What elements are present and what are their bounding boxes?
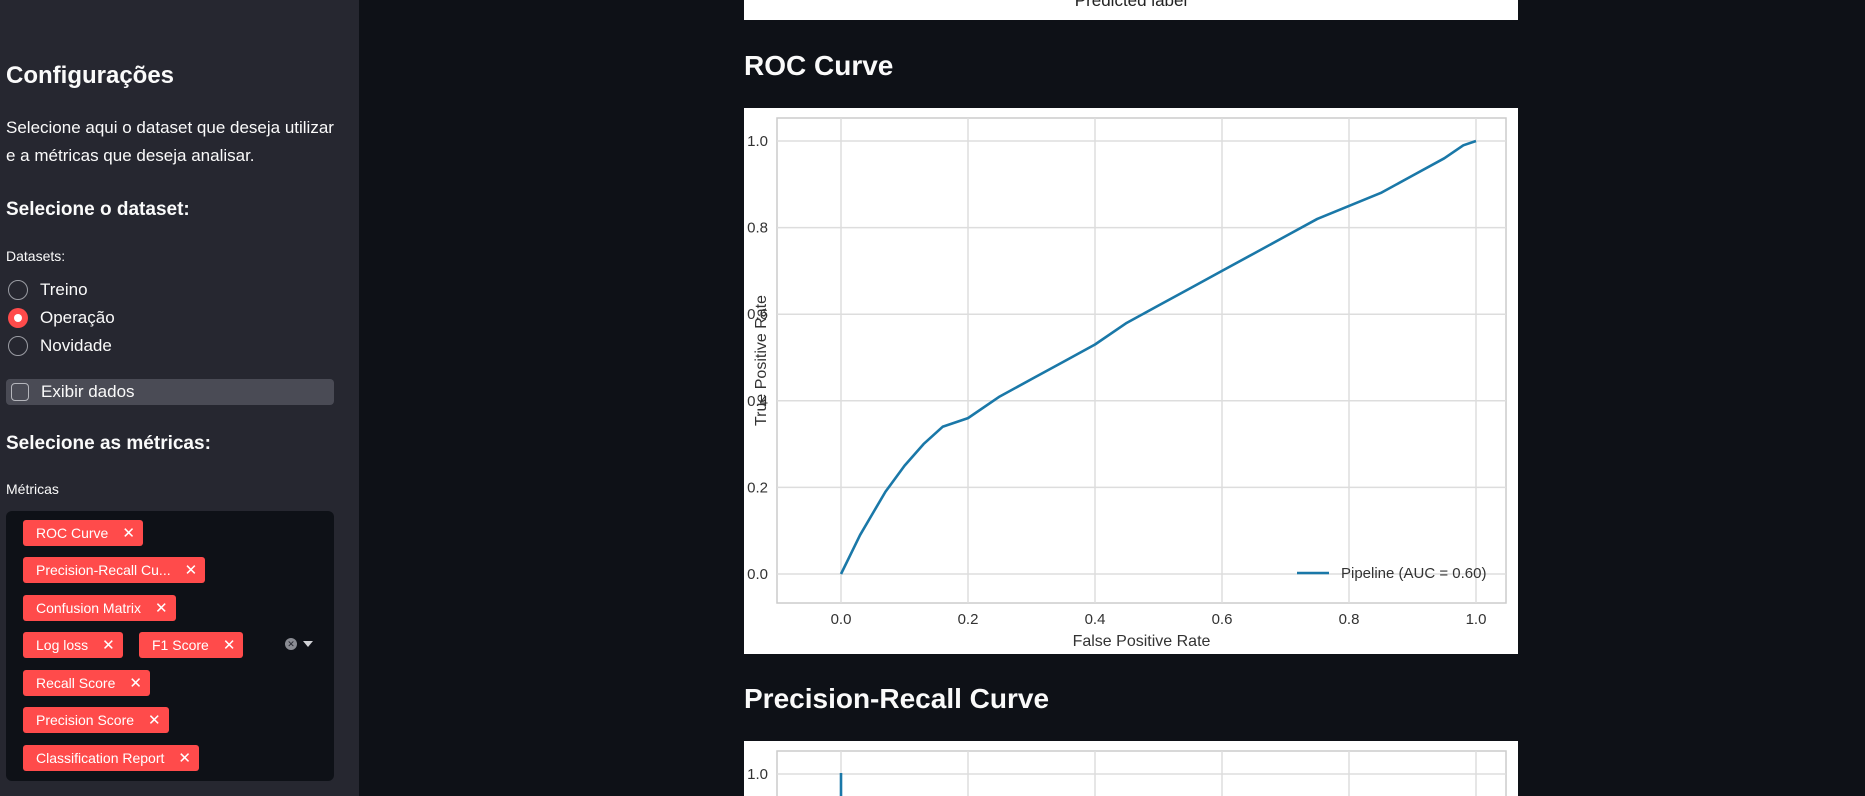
metric-tag-label: Precision-Recall Cu... — [36, 562, 171, 578]
roc-chart-card: 0.0 0.2 0.4 0.6 0.8 1.0 0.0 0.2 0.4 0.6 0.8 1.0 Fals… — [744, 108, 1518, 654]
remove-tag-icon[interactable]: ✕ — [122, 525, 135, 542]
sidebar-description: Selecione aqui o dataset que deseja util… — [6, 118, 334, 165]
datasets-label: Datasets: — [6, 248, 66, 264]
metric-tag-label: Recall Score — [36, 675, 116, 691]
radio-button-icon — [8, 336, 28, 356]
y-tick-label: 0.8 — [747, 220, 768, 237]
metric-tag[interactable]: Log loss ✕ — [23, 632, 123, 658]
y-tick-label: 0.6 — [747, 306, 768, 323]
x-tick-label: 1.0 — [1466, 611, 1487, 628]
dataset-heading: Selecione o dataset: — [6, 199, 190, 220]
radio-treino[interactable]: Treino — [8, 278, 88, 302]
checkbox-icon — [11, 383, 29, 401]
metric-tag-label: Log loss — [36, 637, 89, 653]
x-tick-label: 0.6 — [1212, 611, 1233, 628]
radio-button-checked-icon — [8, 308, 28, 328]
roc-chart: 0.0 0.2 0.4 0.6 0.8 1.0 0.0 0.2 0.4 0.6 0.8 1.0 Fals… — [747, 117, 1507, 650]
sidebar-title: Configurações — [6, 62, 175, 89]
radio-button-icon — [8, 280, 28, 300]
roc-series-line — [839, 139, 1477, 575]
pr-section-title: Precision-Recall Curve — [744, 683, 1050, 714]
metric-tag-label: Confusion Matrix — [36, 600, 142, 616]
show-data-checkbox[interactable]: Exibir dados — [6, 379, 334, 405]
x-tick-label: 0.8 — [1339, 611, 1360, 628]
remove-tag-icon[interactable]: ✕ — [129, 675, 142, 692]
metric-tag[interactable]: Classification Report ✕ — [23, 745, 199, 771]
metric-tag[interactable]: Precision Score ✕ — [23, 707, 169, 733]
radio-novidade[interactable]: Novidade — [8, 334, 112, 358]
y-axis-label: True Positive Rate — [753, 295, 770, 426]
pr-chart: 1.0 — [747, 750, 1507, 796]
x-axis-label: False Positive Rate — [1073, 633, 1211, 650]
y-tick-label: 1.0 — [747, 133, 768, 150]
multiselect-controls: ✕ — [285, 638, 313, 650]
clear-all-icon[interactable]: ✕ — [285, 638, 297, 650]
y-tick-label: 0.4 — [747, 393, 768, 410]
metric-tag-label: ROC Curve — [36, 525, 109, 541]
metrics-multiselect[interactable]: ROC Curve ✕ Precision-Recall Cu... ✕ Confu… — [6, 511, 334, 781]
y-tick-label: 1.0 — [747, 766, 768, 783]
metrics-label: Métricas — [6, 481, 59, 497]
radio-label: Novidade — [40, 336, 112, 355]
chevron-down-icon[interactable] — [303, 641, 313, 647]
radio-operacao[interactable]: Operação — [8, 306, 115, 330]
metric-tag[interactable]: ROC Curve ✕ — [23, 520, 143, 546]
metric-tag-label: Precision Score — [36, 712, 135, 728]
remove-tag-icon[interactable]: ✕ — [222, 637, 236, 654]
radio-label: Operação — [40, 308, 115, 327]
metric-tag[interactable]: F1 Score ✕ — [139, 632, 244, 658]
remove-tag-icon[interactable]: ✕ — [184, 562, 198, 579]
legend-entry: Pipeline (AUC = 0.60) — [1341, 565, 1487, 582]
radio-label: Treino — [40, 280, 88, 299]
y-tick-label: 0.2 — [747, 479, 768, 496]
metric-tag-label: Classification Report — [36, 750, 165, 766]
y-tick-label: 0.0 — [747, 566, 768, 583]
metric-tag[interactable]: Recall Score ✕ — [23, 670, 150, 696]
x-tick-label: 0.2 — [958, 611, 979, 628]
metric-tag[interactable]: Precision-Recall Cu... ✕ — [23, 557, 206, 583]
sidebar: Configurações Selecione aqui o dataset q… — [0, 0, 359, 796]
roc-section-title: ROC Curve — [744, 50, 894, 81]
x-tick-label: 0.0 — [831, 611, 852, 628]
predicted-label-axis: Predicted label — [1074, 0, 1188, 10]
remove-tag-icon[interactable]: ✕ — [148, 712, 161, 729]
pr-chart-card: 1.0 — [744, 741, 1518, 796]
checkbox-label: Exibir dados — [41, 382, 135, 401]
previous-chart-card: Predicted label — [744, 0, 1518, 20]
metrics-heading: Selecione as métricas: — [6, 433, 211, 454]
remove-tag-icon[interactable]: ✕ — [155, 600, 168, 617]
remove-tag-icon[interactable]: ✕ — [102, 637, 115, 654]
remove-tag-icon[interactable]: ✕ — [178, 750, 191, 767]
metric-tag-label: F1 Score — [152, 637, 209, 653]
x-tick-label: 0.4 — [1085, 611, 1106, 628]
metric-tag[interactable]: Confusion Matrix ✕ — [23, 595, 176, 621]
plot-frame — [776, 117, 1507, 604]
